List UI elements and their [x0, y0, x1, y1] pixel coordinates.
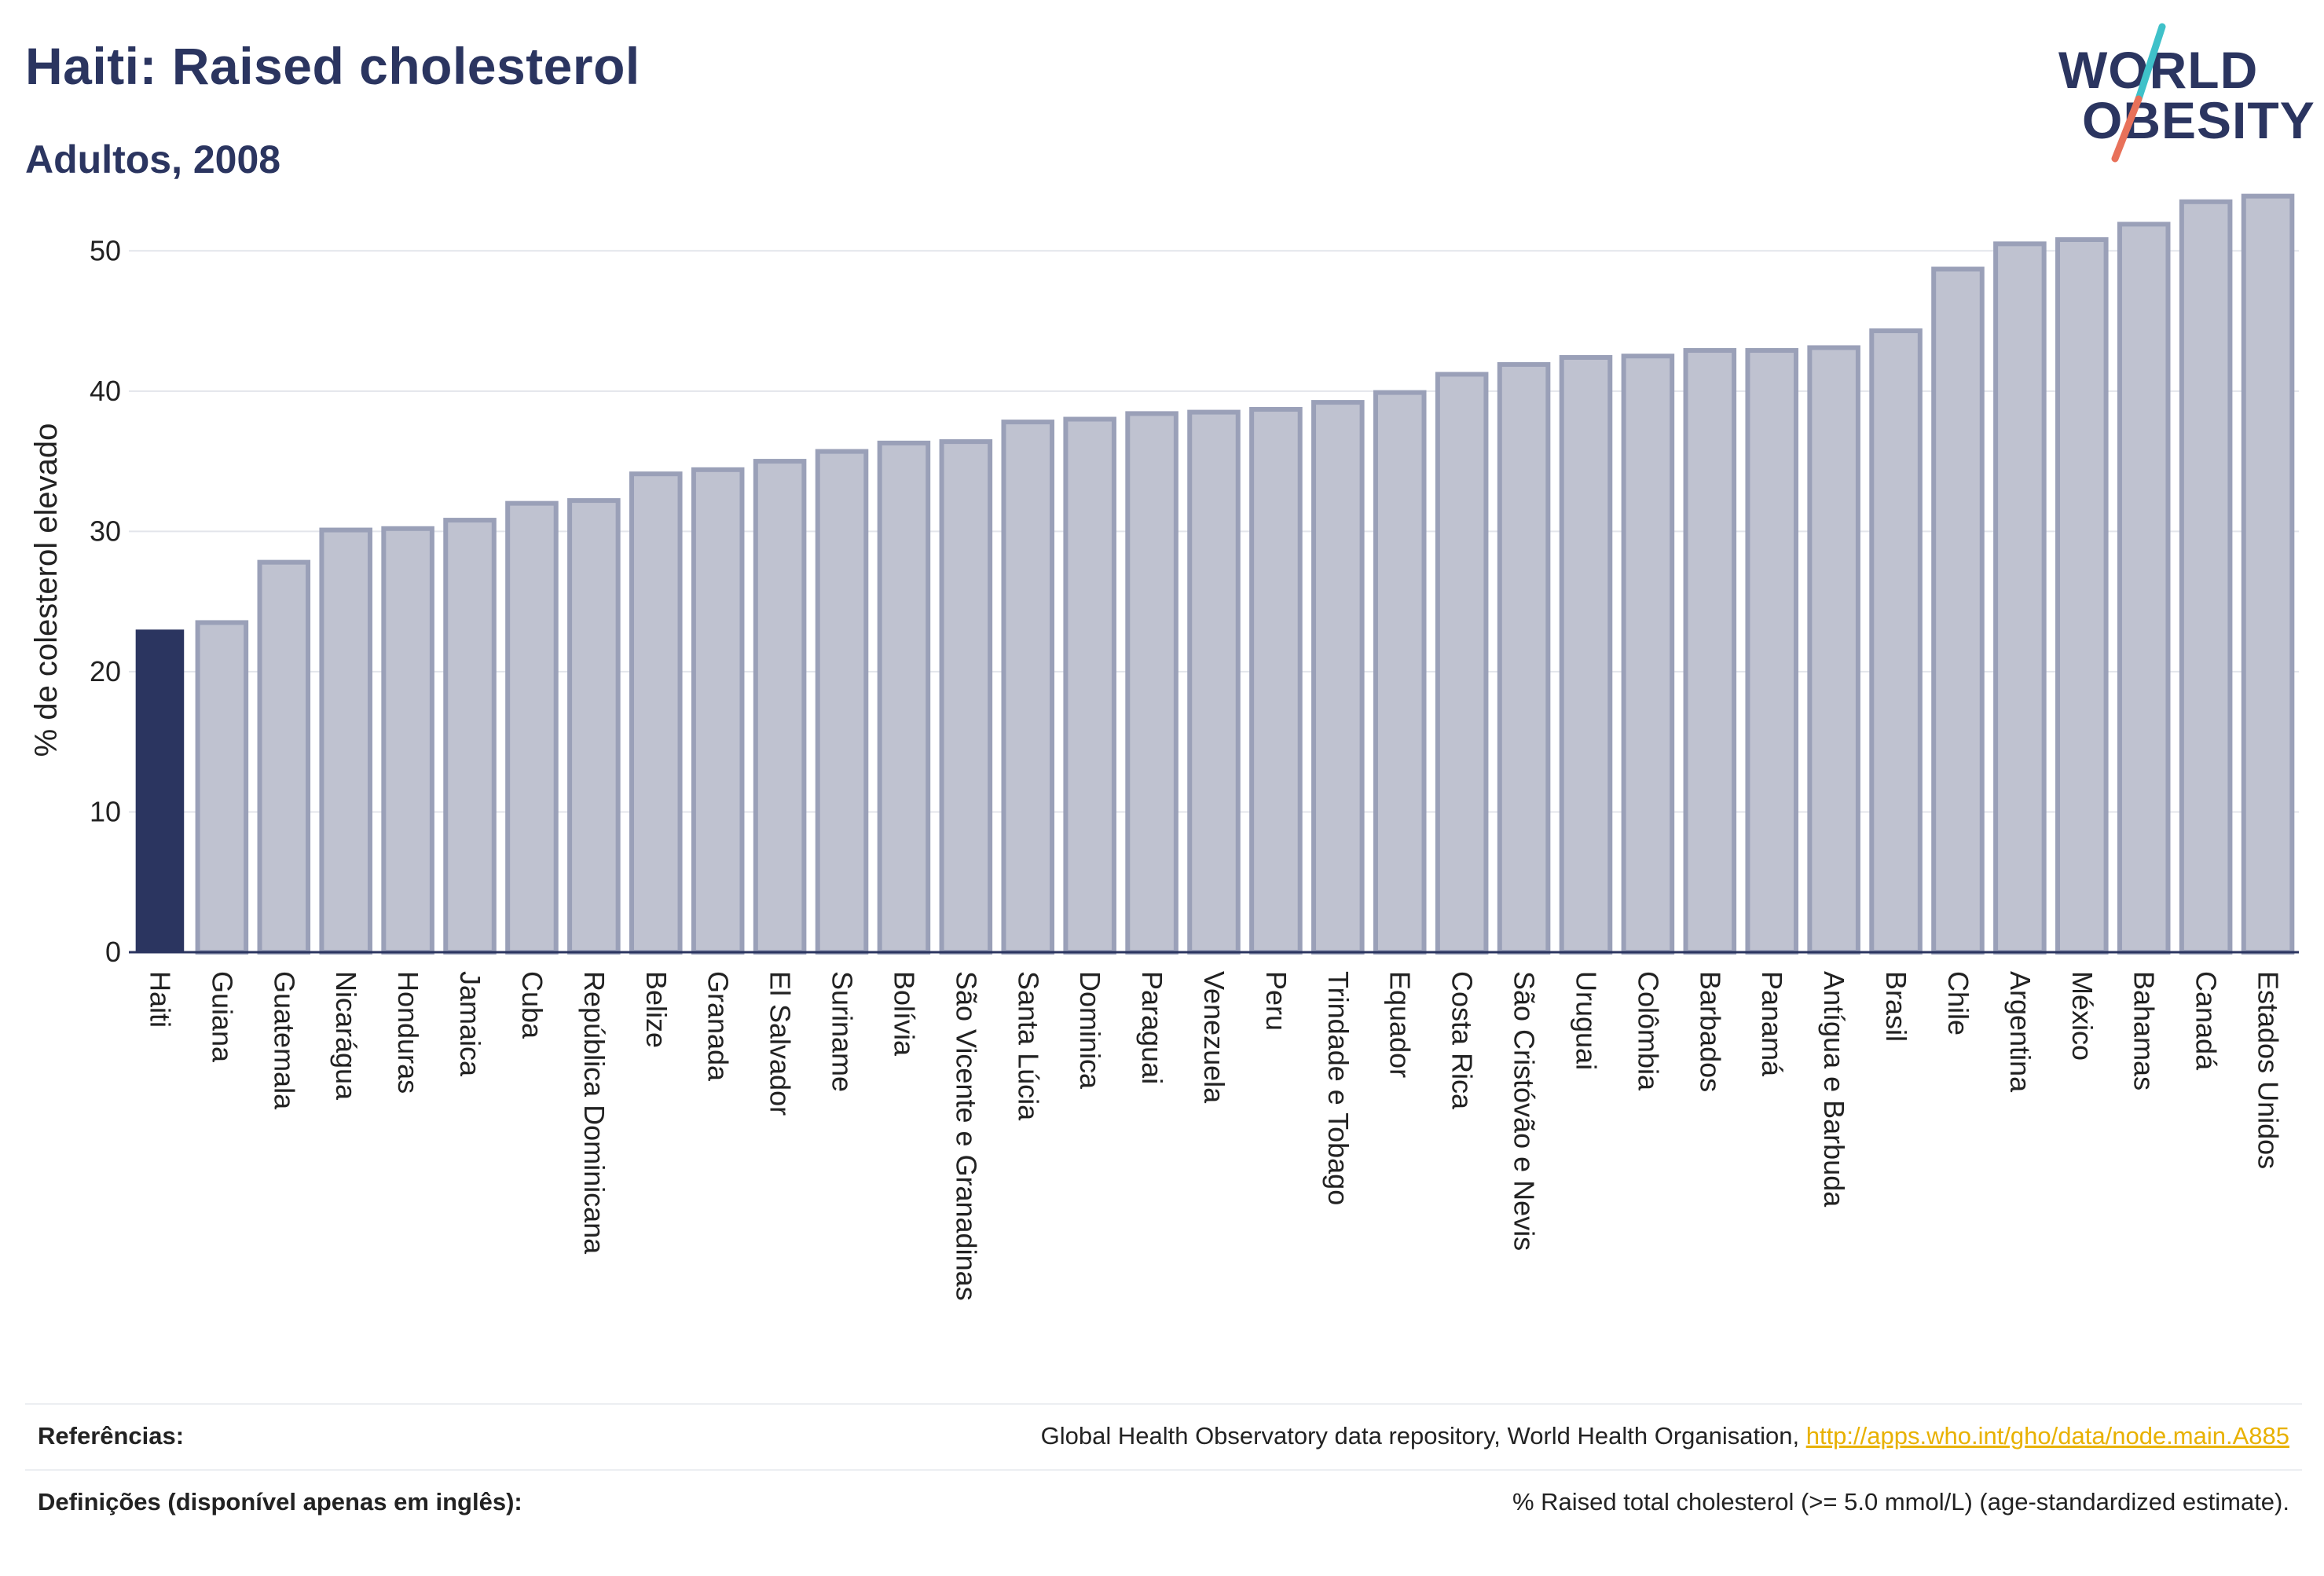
x-tick-label: Santa Lúcia — [1012, 971, 1044, 1121]
y-axis-ticks: 0 10 20 30 40 50 — [90, 234, 121, 968]
logo-slash-icon — [2111, 23, 2166, 163]
page-title: Haiti: Raised cholesterol — [25, 37, 640, 95]
bar — [691, 467, 745, 955]
x-axis-labels: Haiti Guiana Guatemala Nicarágua Honduras Jam… — [144, 971, 2284, 1301]
bar — [1807, 345, 1860, 955]
x-tick-label: Estados Unidos — [2253, 971, 2285, 1169]
y-tick-label: 10 — [90, 795, 121, 827]
bar — [257, 559, 311, 955]
x-tick-label: Haiti — [144, 971, 176, 1028]
bar — [1063, 416, 1116, 955]
x-tick-label: Colômbia — [1632, 971, 1664, 1091]
bar — [877, 440, 931, 955]
x-tick-label: El Salvador — [764, 971, 797, 1116]
logo-text-line1: WORLD — [2058, 41, 2259, 99]
x-tick-label: Argentina — [2004, 971, 2036, 1093]
bar — [1559, 354, 1613, 955]
x-tick-label: Cuba — [516, 971, 548, 1039]
y-axis-title: % de colesterol elevado — [29, 423, 64, 757]
bar — [1621, 354, 1675, 955]
x-tick-label: Brasil — [1880, 971, 1912, 1042]
bar — [753, 459, 807, 955]
x-tick-label: Guatemala — [268, 971, 300, 1110]
bar — [1125, 411, 1178, 955]
y-tick-label: 30 — [90, 515, 121, 547]
bar — [1497, 361, 1551, 955]
x-tick-label: República Dominicana — [578, 971, 610, 1255]
world-obesity-logo[interactable]: WORLD OBESITY — [2051, 20, 2315, 170]
x-tick-label: Bahamas — [2128, 971, 2161, 1090]
x-tick-label: Granada — [702, 971, 735, 1082]
x-tick-label: Venezuela — [1198, 971, 1230, 1104]
page-subtitle: Adultos, 2008 — [25, 137, 281, 181]
bar-highlight — [135, 629, 185, 952]
bar — [505, 500, 559, 955]
references-text: Global Health Observatory data repositor… — [1040, 1422, 1806, 1450]
bar — [443, 518, 497, 955]
bar — [1373, 390, 1427, 955]
x-tick-label: Honduras — [392, 971, 424, 1094]
y-tick-label: 20 — [90, 655, 121, 687]
bar — [1187, 409, 1241, 955]
bar — [195, 620, 249, 955]
bar — [567, 498, 621, 955]
x-tick-label: São Cristóvão e Nevis — [1508, 971, 1541, 1251]
x-tick-label: Canadá — [2190, 971, 2223, 1071]
x-tick-label: Suriname — [827, 971, 859, 1092]
references-link[interactable]: http://apps.who.int/gho/data/node.main.A… — [1805, 1422, 2289, 1450]
x-tick-label: Guiana — [206, 971, 238, 1063]
bar — [2179, 199, 2233, 955]
x-tick-label: Trindade e Tobago — [1322, 971, 1354, 1205]
x-tick-label: Uruguai — [1570, 971, 1602, 1070]
bars — [135, 193, 2295, 955]
bar — [1931, 266, 1985, 955]
bar — [2055, 236, 2109, 955]
bar — [1001, 420, 1055, 955]
x-tick-label: Belize — [640, 971, 673, 1048]
bar — [1435, 372, 1489, 955]
x-tick-label: Panamá — [1756, 971, 1788, 1077]
x-tick-label: Barbados — [1694, 971, 1726, 1092]
bar — [2117, 222, 2171, 955]
bar — [815, 449, 869, 955]
x-tick-label: Equador — [1384, 971, 1417, 1078]
bar — [939, 439, 993, 955]
footer: Referências: Global Health Observatory d… — [25, 1403, 2302, 1535]
definitions-label: Definições (disponível apenas em inglês)… — [38, 1488, 522, 1516]
x-tick-label: Paraguai — [1136, 971, 1168, 1084]
references-label: Referências: — [38, 1422, 185, 1450]
definitions-value: % Raised total cholesterol (>= 5.0 mmol/… — [1512, 1488, 2289, 1516]
references-value: Global Health Observatory data repositor… — [1041, 1422, 2289, 1450]
definitions-row: Definições (disponível apenas em inglês)… — [25, 1469, 2302, 1535]
x-tick-label: São Vicente e Granadinas — [950, 971, 982, 1301]
x-tick-label: México — [2066, 971, 2099, 1061]
bar — [1683, 348, 1737, 955]
x-tick-label: Bolívia — [888, 971, 920, 1057]
y-tick-label: 50 — [90, 234, 121, 266]
x-tick-label: Nicarágua — [330, 971, 362, 1101]
x-tick-label: Chile — [1942, 971, 1974, 1035]
y-tick-label: 40 — [90, 375, 121, 407]
bar — [1869, 328, 1923, 955]
x-tick-label: Peru — [1260, 971, 1292, 1031]
x-tick-label: Dominica — [1074, 971, 1106, 1090]
y-tick-label: 0 — [105, 936, 121, 968]
bar-chart: 0 10 20 30 40 50 Haiti Guiana Guatemala Nicarágu… — [29, 193, 2299, 1301]
bar — [629, 471, 683, 955]
x-tick-label: Antígua e Barbuda — [1818, 971, 1850, 1208]
x-tick-label: Costa Rica — [1446, 971, 1479, 1110]
bar — [1249, 407, 1303, 955]
references-row: Referências: Global Health Observatory d… — [25, 1405, 2302, 1469]
bar — [319, 527, 372, 955]
bar — [1745, 348, 1799, 955]
bar — [1993, 241, 2047, 955]
bar — [2241, 193, 2295, 955]
bar — [381, 526, 434, 955]
x-tick-label: Jamaica — [454, 971, 486, 1077]
bar — [1311, 400, 1365, 955]
